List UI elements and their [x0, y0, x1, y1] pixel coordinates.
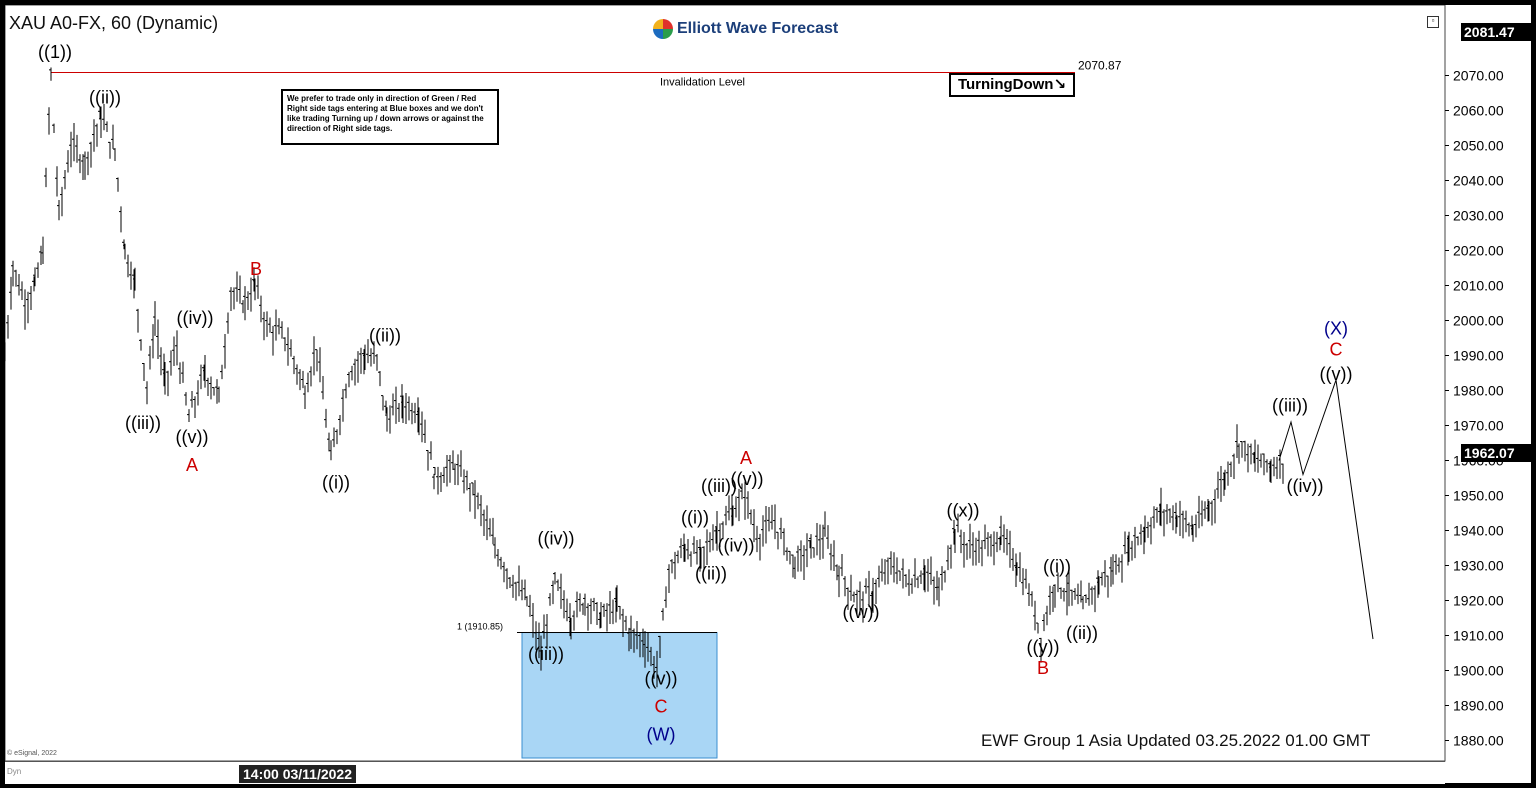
wave-label: ((y))	[1027, 637, 1060, 657]
restore-window-icon[interactable]: ▫	[1427, 16, 1439, 28]
blue-box-zone	[521, 632, 718, 759]
price-chart[interactable]: 1 (1910.85) Invalidation Level 2070.87 2070…	[5, 5, 1531, 783]
invalidation-value: 2070.87	[1078, 58, 1122, 72]
y-tick-label: 2020.00	[1453, 243, 1504, 259]
y-tick-label: 1970.00	[1453, 418, 1504, 434]
wave-label: ((w))	[843, 602, 880, 622]
wave-label: ((ii))	[89, 88, 121, 108]
y-tick-label: 2010.00	[1453, 278, 1504, 294]
time-axis	[5, 761, 1445, 784]
y-tick-label: 2060.00	[1453, 103, 1504, 119]
y-tick-label: 1910.00	[1453, 628, 1504, 644]
dyn-label: Dyn	[7, 767, 22, 776]
wave-label: ((iv))	[1287, 476, 1324, 496]
current-price-tag: 1962.07	[1461, 444, 1531, 462]
trading-note: We prefer to trade only in direction of …	[281, 89, 499, 145]
wave-label: ((i))	[681, 508, 709, 528]
wave-label: ((v))	[1320, 364, 1353, 384]
copyright: © eSignal, 2022	[7, 750, 57, 757]
wave-label: C	[655, 697, 668, 717]
wave-label: ((i))	[1043, 557, 1071, 577]
update-footer: EWF Group 1 Asia Updated 03.25.2022 01.0…	[981, 731, 1371, 750]
fib-label: 1 (1910.85)	[457, 622, 503, 632]
wave-label: ((v))	[731, 469, 764, 489]
turning-down-badge: TurningDown↘	[949, 73, 1075, 97]
wave-label: B	[1037, 658, 1049, 678]
high-price-tag: 2081.47	[1461, 23, 1531, 41]
y-tick-label: 1920.00	[1453, 593, 1504, 609]
wave-label: ((v))	[176, 427, 209, 447]
wave-label: ((iii))	[125, 413, 161, 433]
wave-label: ((i))	[322, 473, 350, 493]
wave-label: ((iv))	[177, 308, 214, 328]
y-tick-label: 1890.00	[1453, 698, 1504, 714]
y-tick-label: 2000.00	[1453, 313, 1504, 329]
brand: Elliott Wave Forecast	[653, 19, 838, 39]
wave-label: ((ii))	[695, 564, 727, 584]
wave-label: A	[740, 448, 752, 468]
wave-label: ((ii))	[369, 326, 401, 346]
y-tick-label: 1880.00	[1453, 733, 1504, 749]
wave-label: A	[186, 455, 198, 475]
plot-border	[5, 5, 1446, 762]
brand-name: Elliott Wave Forecast	[677, 20, 839, 37]
wave-label: B	[250, 259, 262, 279]
y-tick-label: 2030.00	[1453, 208, 1504, 224]
y-tick-label: 1940.00	[1453, 523, 1504, 539]
wave-label: ((iii))	[528, 644, 564, 664]
chart-title: XAU A0-FX, 60 (Dynamic)	[9, 13, 219, 33]
y-tick-label: 1900.00	[1453, 663, 1504, 679]
wave-label: ((iii))	[701, 476, 737, 496]
y-tick-label: 1990.00	[1453, 348, 1504, 364]
wave-label: (X)	[1324, 319, 1348, 339]
y-tick-label: 2050.00	[1453, 138, 1504, 154]
wave-label: ((v))	[645, 669, 678, 689]
y-tick-label: 1980.00	[1453, 383, 1504, 399]
wave-label: ((x))	[947, 501, 980, 521]
wave-label: C	[1330, 340, 1343, 360]
brand-logo-icon	[653, 19, 673, 39]
wave-label: ((iv))	[718, 536, 755, 556]
y-tick-label: 1930.00	[1453, 558, 1504, 574]
wave-label: ((iv))	[538, 529, 575, 549]
wave-label: ((iii))	[1272, 396, 1308, 416]
chart-frame: 1 (1910.85) Invalidation Level 2070.87 2070…	[5, 5, 1531, 784]
projection-path	[1278, 379, 1374, 640]
y-tick-label: 2070.00	[1453, 68, 1504, 84]
wave-label: (W)	[647, 725, 676, 745]
turning-label: TurningDown	[957, 76, 1054, 93]
y-tick-label: 2040.00	[1453, 173, 1504, 189]
y-tick-label: 1950.00	[1453, 488, 1504, 504]
wave-label: ((ii))	[1066, 623, 1098, 643]
arrow-down-right-icon: ↘	[1053, 76, 1067, 93]
date-badge: 14:00 03/11/2022	[239, 765, 356, 783]
invalidation-label: Invalidation Level	[660, 76, 745, 88]
wave-label: ((1))	[38, 42, 72, 62]
